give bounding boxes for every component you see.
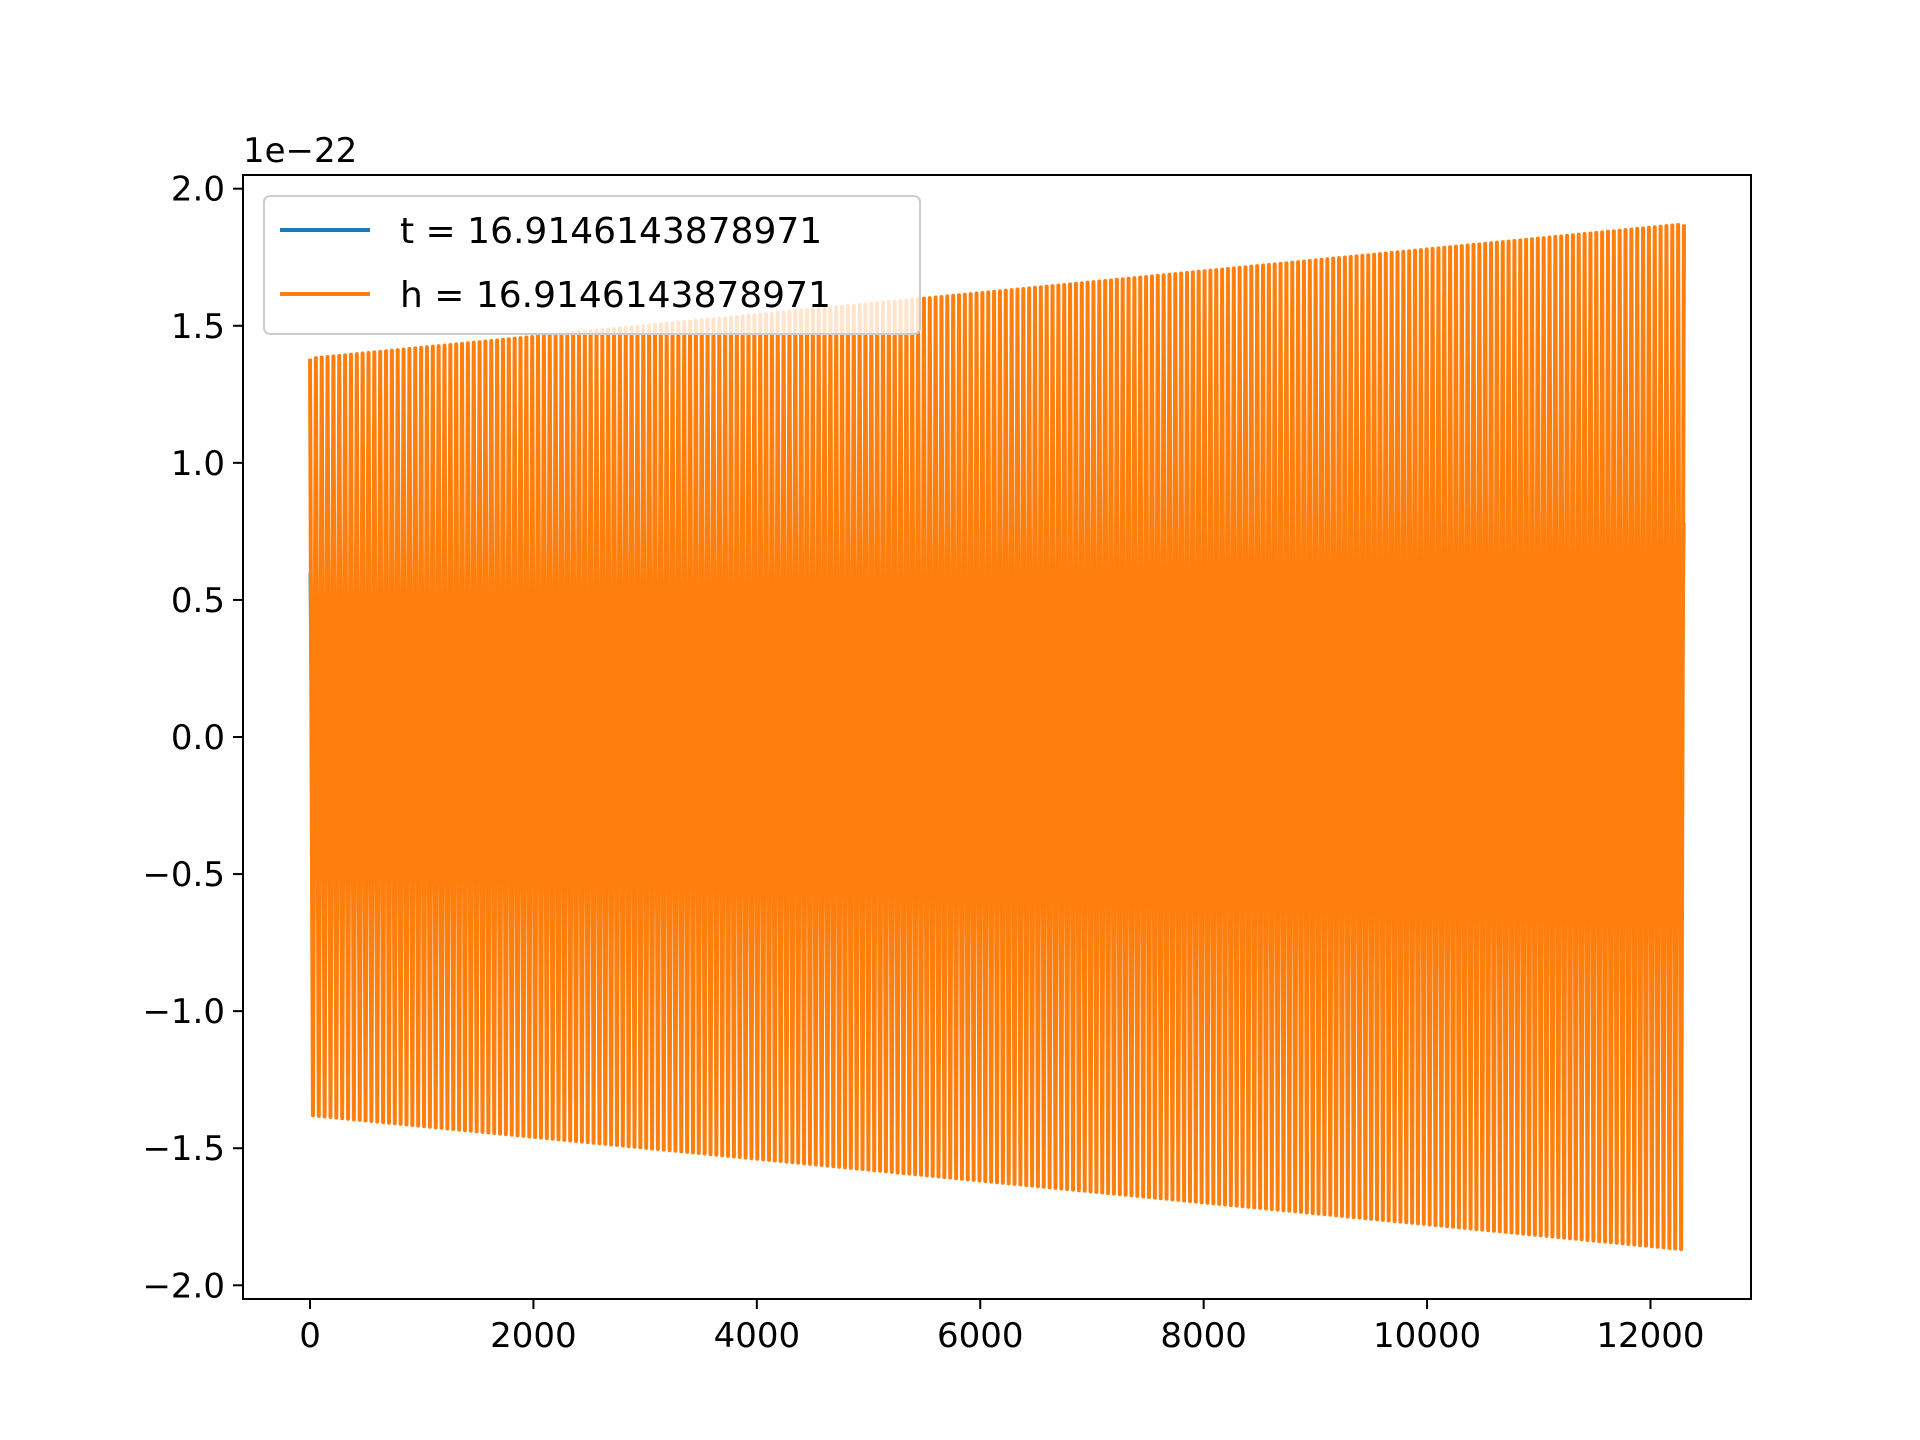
legend-label-h: h = 16.9146143878971 bbox=[400, 275, 831, 316]
y-axis: −2.0 −1.5 −1.0 −0.5 0.0 0.5 1.0 1.5 2.0 bbox=[142, 170, 243, 1306]
legend-box bbox=[263, 195, 921, 335]
y-tick-label: −1.5 bbox=[142, 1129, 225, 1169]
x-tick-label: 10000 bbox=[1373, 1316, 1481, 1356]
y-tick-label: 1.5 bbox=[171, 307, 225, 347]
x-tick-label: 12000 bbox=[1596, 1316, 1704, 1356]
y-tick-label: 0.5 bbox=[171, 581, 225, 621]
y-tick-label: 0.0 bbox=[171, 718, 225, 758]
y-tick-label: 1.0 bbox=[171, 444, 225, 484]
offset-label: 1e−22 bbox=[243, 131, 357, 171]
x-tick-label: 2000 bbox=[490, 1316, 577, 1356]
series-line-h bbox=[308, 222, 1686, 1252]
series-layer bbox=[308, 222, 1686, 1252]
y-tick-label: 2.0 bbox=[171, 170, 225, 210]
legend: t = 16.9146143878971 h = 16.914614387897… bbox=[263, 195, 921, 335]
x-tick-label: 0 bbox=[299, 1316, 321, 1356]
y-tick-label: −2.0 bbox=[142, 1266, 225, 1306]
x-tick-label: 8000 bbox=[1160, 1316, 1247, 1356]
x-tick-label: 4000 bbox=[714, 1316, 801, 1356]
y-tick-label: −0.5 bbox=[142, 855, 225, 895]
legend-label-t: t = 16.9146143878971 bbox=[400, 211, 822, 252]
y-tick-label: −1.0 bbox=[142, 992, 225, 1032]
x-tick-label: 6000 bbox=[937, 1316, 1024, 1356]
x-axis: 0 2000 4000 6000 8000 10000 12000 bbox=[299, 1299, 1705, 1356]
